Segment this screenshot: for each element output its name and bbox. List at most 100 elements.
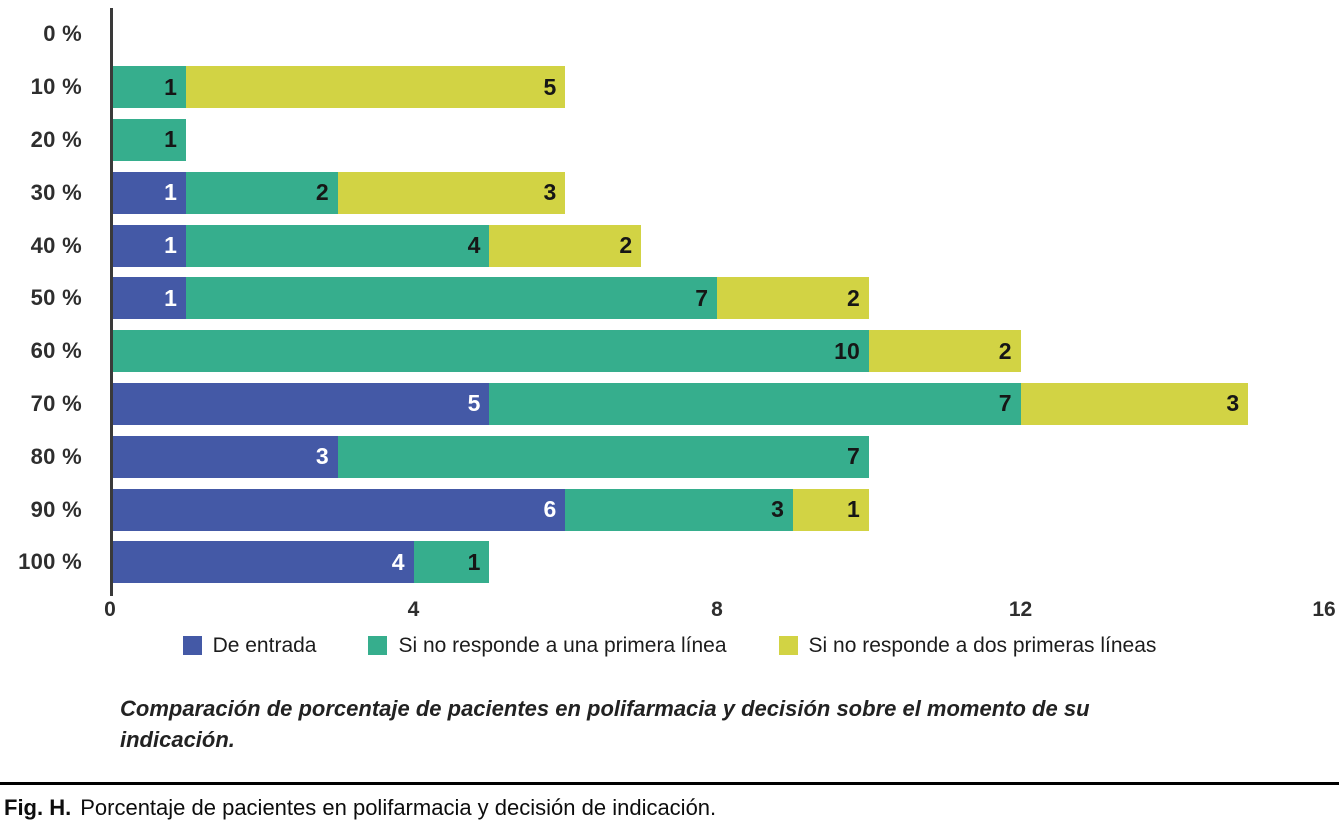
bar-segment: 6	[110, 488, 566, 531]
bar-segment: 1	[792, 488, 869, 531]
figure-container: 0 % 10 % 1 5 20 % 1 30 % 1 2 3 40 % 1 4 2 50 % 1 7 2 60 % 1…	[0, 8, 1339, 830]
chart-rows: 0 % 10 % 1 5 20 % 1 30 % 1 2 3 40 % 1 4 2 50 % 1 7 2 60 % 1…	[0, 8, 1339, 589]
bar-segment: 3	[337, 171, 566, 214]
bar-value-label: 5	[543, 73, 557, 100]
bar-value-label: 10	[834, 337, 860, 364]
bar-segment: 4	[110, 541, 414, 584]
bar-segment: 1	[110, 171, 186, 214]
bar-value-label: 4	[467, 232, 481, 259]
bar-value-label: 1	[164, 73, 177, 100]
chart-row: 30 % 1 2 3	[0, 166, 1339, 219]
x-axis-tick-label: 16	[1312, 597, 1336, 621]
bar-value-label: 2	[998, 337, 1012, 364]
bar-segment: 2	[868, 330, 1021, 373]
y-axis-label: 100 %	[18, 549, 82, 575]
y-axis-label: 80 %	[30, 443, 82, 469]
chart-row: 90 % 6 3 1	[0, 483, 1339, 536]
chart-row: 100 % 4 1	[0, 536, 1339, 589]
bar-track: 1 4 2	[110, 224, 1324, 267]
bar-value-label: 1	[164, 126, 177, 153]
bar-value-label: 1	[164, 284, 177, 311]
bar-value-label: 1	[164, 232, 177, 259]
bar-segment: 7	[489, 382, 1021, 425]
legend-label: Si no responde a una primera línea	[398, 633, 727, 657]
bar-value-label: 6	[543, 496, 557, 523]
bar-value-label: 7	[846, 443, 860, 470]
bar-value-label: 1	[467, 548, 481, 575]
divider-line	[0, 782, 1339, 786]
y-axis-label: 30 %	[30, 179, 82, 205]
chart-row: 20 % 1	[0, 114, 1339, 167]
chart-plot-area: 0 % 10 % 1 5 20 % 1 30 % 1 2 3 40 % 1 4 2 50 % 1 7 2 60 % 1…	[0, 8, 1339, 596]
bar-segment: 1	[413, 541, 490, 584]
bar-value-label: 3	[1226, 390, 1240, 417]
legend-swatch	[778, 636, 798, 656]
bar-segment: 2	[185, 171, 338, 214]
bar-value-label: 2	[315, 179, 329, 206]
y-axis-line	[110, 8, 113, 596]
bar-segment: 5	[110, 382, 490, 425]
y-axis-label: 10 %	[30, 74, 82, 100]
chart-row: 50 % 1 7 2	[0, 272, 1339, 325]
bar-segment: 10	[110, 330, 869, 373]
bar-value-label: 7	[695, 284, 708, 311]
figure-caption-text: Porcentaje de pacientes en polifarmacia …	[80, 795, 717, 821]
bar-value-label: 5	[467, 390, 481, 417]
chart-row: 60 % 10 2	[0, 325, 1339, 378]
chart-note: Comparación de porcentaje de pacientes e…	[120, 695, 1090, 752]
bar-value-label: 1	[164, 179, 177, 206]
bar-track: 10 2	[110, 330, 1324, 373]
bar-track: 1	[110, 118, 1324, 161]
legend: De entrada Si no responde a una primera l…	[0, 634, 1339, 658]
bar-track: 1 2 3	[110, 171, 1324, 214]
bar-value-label: 2	[846, 284, 860, 311]
y-axis-label: 50 %	[30, 285, 82, 311]
bar-segment: 3	[1020, 382, 1249, 425]
bar-segment: 7	[185, 277, 717, 320]
bar-value-label: 3	[543, 179, 557, 206]
legend-label: De entrada	[212, 633, 317, 657]
bar-segment: 3	[565, 488, 793, 531]
x-axis-tick-label: 12	[1008, 597, 1033, 621]
x-axis-tick-label: 0	[104, 597, 116, 621]
y-axis-label: 20 %	[30, 126, 82, 152]
bar-segment: 1	[110, 277, 186, 320]
x-axis: 0 4 8 12 16	[104, 592, 1336, 624]
x-axis-tick-label: 4	[407, 597, 420, 621]
chart-row: 40 % 1 4 2	[0, 219, 1339, 272]
chart-row: 80 % 3 7	[0, 430, 1339, 483]
bar-segment: 4	[185, 224, 490, 267]
bar-segment: 5	[185, 66, 566, 109]
bar-track: 5 7 3	[110, 382, 1324, 425]
bar-value-label: 3	[771, 496, 784, 523]
bar-track: 1 7 2	[110, 277, 1324, 320]
legend-swatch	[368, 636, 388, 656]
legend-swatch	[182, 636, 202, 656]
y-axis-label: 70 %	[30, 390, 82, 416]
y-axis-label: 90 %	[30, 496, 82, 522]
bar-value-label: 1	[846, 496, 860, 523]
bar-track: 6 3 1	[110, 488, 1324, 531]
legend-item: De entrada	[182, 633, 317, 658]
legend-item: Si no responde a una primera línea	[368, 633, 727, 658]
y-axis-label: 0 %	[43, 21, 82, 47]
bar-segment: 2	[489, 224, 642, 267]
bar-segment: 3	[110, 435, 338, 478]
bar-segment: 7	[337, 435, 869, 478]
bar-value-label: 7	[998, 390, 1012, 417]
chart-row: 70 % 5 7 3	[0, 378, 1339, 431]
bar-segment: 2	[717, 277, 869, 320]
bar-segment: 1	[110, 66, 186, 109]
bar-value-label: 4	[391, 548, 405, 575]
figure-caption: Fig. H. Porcentaje de pacientes en polifa…	[4, 795, 1339, 821]
chart-row: 0 %	[0, 8, 1339, 61]
legend-label: Si no responde a dos primeras líneas	[808, 633, 1157, 657]
bar-value-label: 2	[619, 232, 633, 259]
chart-row: 10 % 1 5	[0, 61, 1339, 114]
y-axis-label: 40 %	[30, 232, 82, 258]
bar-segment: 1	[110, 118, 186, 161]
y-axis-label: 60 %	[30, 338, 82, 364]
